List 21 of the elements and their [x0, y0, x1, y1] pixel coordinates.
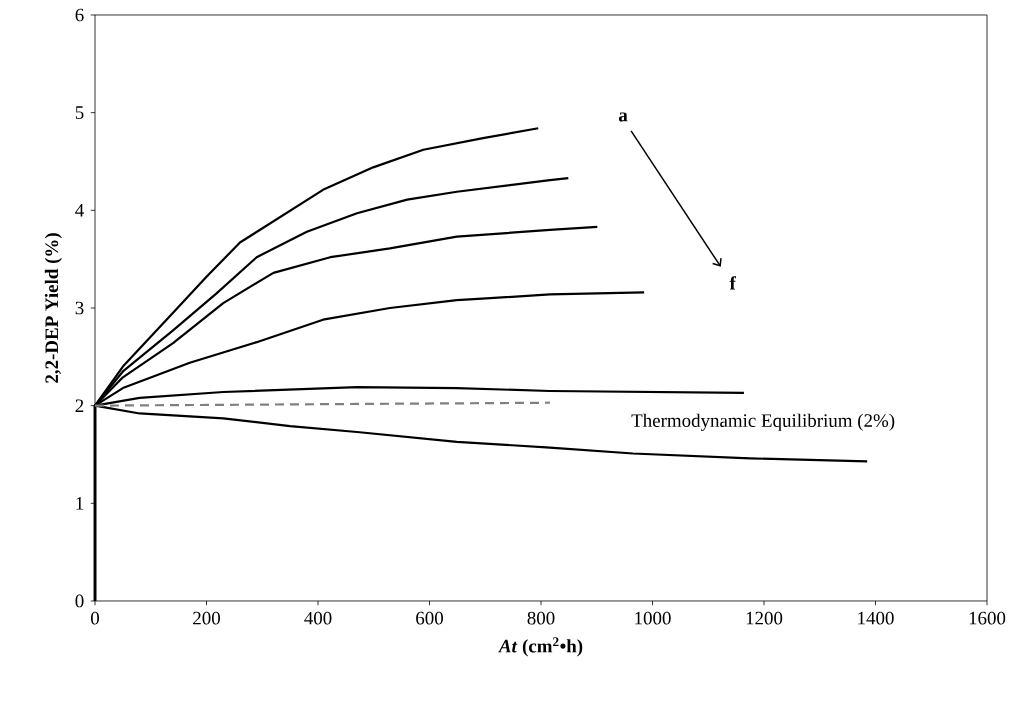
y-tick-label: 3 [75, 301, 84, 315]
x-tick-label: 1400 [858, 611, 894, 625]
y-axis-title: 2,2-DEP Yield (%) [44, 233, 62, 383]
y-tick-label: 4 [75, 204, 84, 217]
x-tick-label: 200 [193, 611, 220, 625]
y-tick-label: 6 [75, 8, 84, 22]
x-tick-label: 1000 [635, 611, 671, 625]
y-tick-label: 2 [75, 399, 84, 412]
x-tick-label: 1600 [969, 611, 1006, 625]
y-tick-label: 0 [75, 594, 84, 608]
x-axis-title: At (cm$^{2}$•h) [497, 637, 583, 657]
annotation: f [729, 276, 737, 290]
y-tick-label: 1 [76, 497, 84, 510]
x-tick-label: 0 [91, 611, 100, 625]
x-tick-label: 400 [304, 611, 332, 625]
x-tick-label: 600 [416, 611, 443, 625]
x-tick-label: 800 [527, 611, 555, 625]
x-tick-label: 1200 [746, 611, 783, 625]
y-tick-label: 5 [75, 106, 84, 119]
annotation: Thermodynamic Equilibrium (2%) [631, 413, 895, 431]
annotation: a [618, 112, 628, 122]
